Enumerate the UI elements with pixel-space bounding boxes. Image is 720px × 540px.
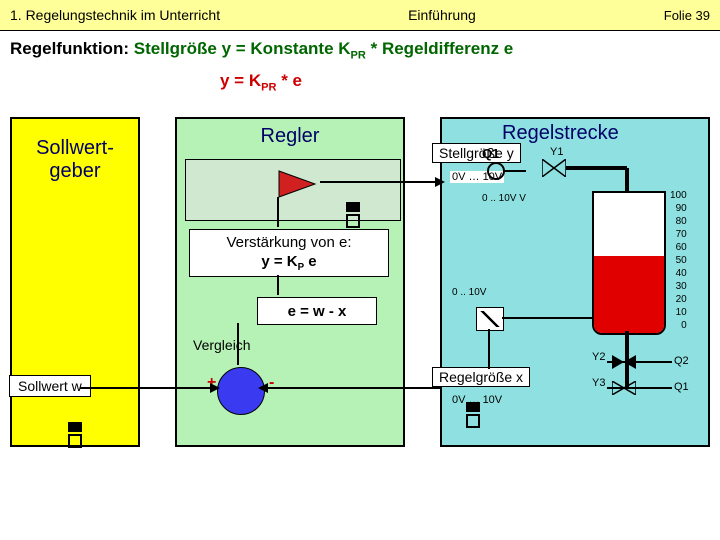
sum-plus: + bbox=[207, 374, 216, 392]
strecke-label: Regelstrecke bbox=[502, 122, 619, 145]
interface-cap-icon bbox=[346, 202, 360, 228]
header-center: Einführung bbox=[220, 7, 664, 23]
gain-line1: Verstärkung von e: bbox=[226, 234, 351, 251]
q1b-label: Q1 bbox=[674, 381, 689, 393]
valve-y1-icon bbox=[542, 159, 566, 177]
level-sensor-icon bbox=[476, 307, 504, 331]
tank-scale: 1009080706050403020100 bbox=[670, 189, 687, 332]
y1-label: Y1 bbox=[550, 146, 563, 158]
regelgroesse-label: Regelgröße x bbox=[432, 367, 530, 387]
subtitle-label: Regelfunktion: bbox=[10, 39, 129, 58]
valve-y3-icon bbox=[612, 381, 636, 395]
slide-header: 1. Regelungstechnik im Unterricht Einfüh… bbox=[0, 0, 720, 31]
block-sollwertgeber: Sollwert-geber bbox=[10, 117, 140, 447]
vergleich-label: Vergleich bbox=[193, 337, 251, 353]
subtitle-equation: Stellgröße y = Konstante KPR * Regeldiff… bbox=[134, 39, 514, 58]
pump-icon bbox=[486, 161, 526, 181]
valve-y2-icon bbox=[612, 355, 636, 369]
subtitle-row: Regelfunktion: Stellgröße y = Konstante … bbox=[0, 31, 720, 65]
sum-minus: - bbox=[269, 374, 274, 392]
sollwert-label: Sollwert-geber bbox=[12, 137, 138, 183]
block-regler: Regler Verstärkung von e: y = KP e e = w… bbox=[175, 117, 405, 447]
interface-cap-icon bbox=[466, 402, 480, 428]
gain-line2: y = KP e bbox=[261, 253, 316, 270]
gain-box: Verstärkung von e: y = KP e bbox=[189, 229, 389, 277]
amplifier-icon bbox=[277, 169, 317, 199]
regler-label: Regler bbox=[177, 125, 403, 148]
summing-junction bbox=[217, 367, 265, 415]
sollwert-w-label: Sollwert w bbox=[9, 375, 91, 397]
diagram-stage: Sollwert-geber Regler Verstärkung von e:… bbox=[0, 102, 720, 522]
q2-label: Q2 bbox=[674, 355, 689, 367]
stellgroesse-label: Stellgröße y bbox=[432, 143, 521, 163]
header-left: 1. Regelungstechnik im Unterricht bbox=[10, 7, 220, 23]
block-regelstrecke: Regelstrecke Stellgröße y 0V … 10V Q1 Y1… bbox=[440, 117, 710, 447]
range-sensor: 0 .. 10V bbox=[452, 287, 486, 298]
y2-label: Y2 bbox=[592, 351, 605, 363]
tank-liquid bbox=[594, 256, 664, 333]
header-right: Folie 39 bbox=[664, 8, 710, 23]
error-box: e = w - x bbox=[257, 297, 377, 325]
y3-label: Y3 bbox=[592, 377, 605, 389]
error-eq: e = w - x bbox=[288, 303, 347, 320]
range-q1: 0 .. 10V V bbox=[482, 193, 526, 204]
tank bbox=[592, 191, 666, 335]
q1-label: Q1 bbox=[482, 146, 499, 161]
equation-short: y = KPR * e bbox=[220, 71, 720, 93]
interface-cap-icon bbox=[68, 422, 82, 448]
